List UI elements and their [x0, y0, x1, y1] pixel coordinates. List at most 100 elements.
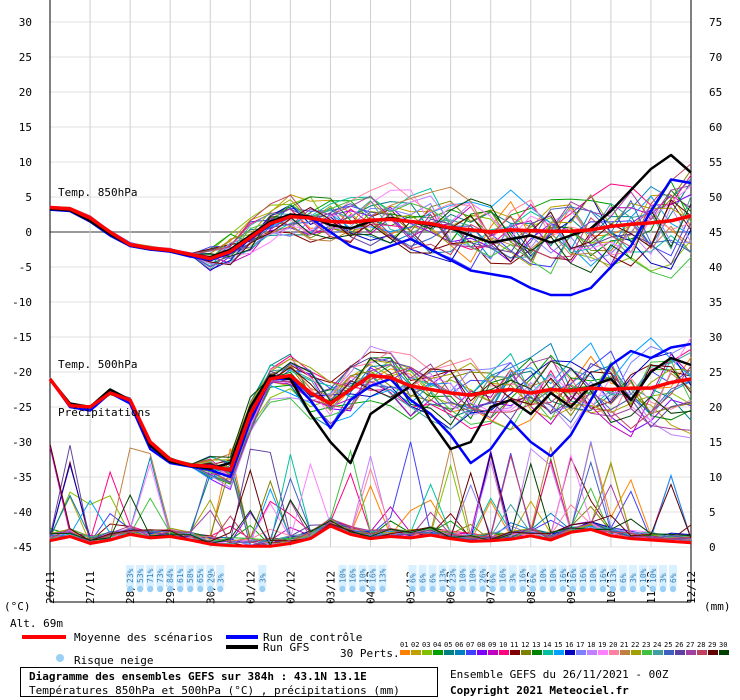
pert-color-swatch [609, 650, 619, 655]
snow-risk-bar [538, 565, 547, 587]
pert-color-swatch [444, 650, 454, 655]
left-tick-label: 30 [19, 16, 32, 29]
snow-risk-pct: 6% [529, 573, 538, 583]
snow-risk-bar [518, 565, 527, 587]
pert-number-label: 10 [499, 641, 507, 649]
snow-risk-bar [588, 565, 597, 587]
snow-risk-pct: 6% [419, 573, 428, 583]
snowflake-icon [197, 585, 204, 593]
copyright: Copyright 2021 Meteociel.fr [450, 684, 629, 697]
pert-color-swatch [488, 650, 498, 655]
legend-mean-label: Moyenne des scénarios [74, 631, 214, 644]
snowflake-icon [479, 585, 486, 593]
altitude-label: Alt. 69m [10, 617, 63, 630]
right-tick-label: 10 [709, 471, 722, 484]
snow-risk-pct: 6% [669, 573, 678, 583]
left-tick-label: 5 [25, 191, 32, 204]
snowflake-icon [529, 585, 536, 593]
snow-risk-bar [408, 565, 417, 587]
snow-risk-bar [668, 565, 677, 587]
pert-color-swatch [411, 650, 421, 655]
snow-risk-pct: 10% [539, 568, 548, 583]
snowflake-icon [156, 585, 164, 593]
left-tick-label: -15 [12, 331, 32, 344]
left-tick-label: 0 [25, 226, 32, 239]
snowflake-icon [669, 585, 677, 593]
pert-number-label: 26 [675, 641, 683, 649]
snowflake-icon [409, 585, 416, 593]
left-tick-label: -10 [12, 296, 32, 309]
series-annotations: Temp. 850hPa Temp. 500hPa Précipitations [58, 186, 151, 419]
snow-risk-bar [578, 565, 587, 587]
snow-risk-pct: 6% [429, 573, 438, 583]
snowflake-icon [489, 585, 496, 593]
right-tick-label: 75 [709, 16, 722, 29]
pert-color-swatch [433, 650, 443, 655]
pert-number-label: 29 [708, 641, 716, 649]
snow-risk-pct: 3% [258, 573, 267, 583]
snow-risk-bar [608, 565, 617, 587]
pert-number-label: 20 [609, 641, 617, 649]
left-axis-ticks: 30 25 20 15 10 5 0 -5 -10 -15 -20 -25 -30 -35 -40 -45 (°… [4, 16, 32, 613]
right-tick-label: 5 [709, 506, 716, 519]
snowflake-icon [519, 585, 526, 593]
right-tick-label: 70 [709, 51, 722, 64]
snowflake-icon [349, 585, 356, 593]
control-run-line [48, 342, 692, 479]
pert-number-label: 11 [510, 641, 518, 649]
snow-risk-pct: 26% [479, 568, 488, 583]
snow-risk-bar [146, 565, 155, 587]
right-axis-unit: (mm) [704, 600, 731, 613]
main-series-lines [48, 153, 692, 548]
snow-risk-bar [528, 565, 537, 587]
run-info: Ensemble GEFS du 26/11/2021 - 00Z [450, 668, 669, 681]
snowflake-icon [136, 585, 144, 593]
t850-label: Temp. 850hPa [58, 186, 137, 199]
snowflake-icon [459, 585, 466, 593]
snowflake-icon [187, 585, 194, 593]
snowflake-icon [207, 585, 214, 593]
snow-risk-bar [136, 565, 145, 587]
snow-risk-pct: 65% [196, 568, 205, 583]
left-tick-label: -45 [12, 541, 32, 554]
perturbation-line-27 [49, 483, 692, 547]
snow-risk-bar [628, 565, 637, 587]
snowflake-icon [339, 585, 346, 593]
pert-color-swatch [400, 650, 410, 655]
snow-risk-bar [508, 565, 517, 587]
snow-risk-bar [378, 565, 387, 587]
x-tick-label: 27/11 [84, 571, 97, 604]
snow-risk-bar [468, 565, 477, 587]
snow-risk-pct: 3% [629, 573, 638, 583]
snow-risk-pct: 10% [549, 568, 558, 583]
right-tick-label: 20 [709, 401, 722, 414]
snowflake-icon [539, 585, 546, 593]
left-tick-label: -35 [12, 471, 32, 484]
perturbation-line-25 [49, 460, 692, 547]
pert-color-swatch [532, 650, 542, 655]
snow-risk-pct: 16% [569, 568, 578, 583]
snow-risk-bar [368, 565, 377, 587]
pert-number-label: 25 [664, 641, 672, 649]
left-axis-unit: (°C) [4, 600, 31, 613]
right-tick-label: 40 [709, 261, 722, 274]
pert-number-label: 27 [686, 641, 694, 649]
left-tick-label: -5 [19, 261, 32, 274]
snow-risk-bar [196, 565, 205, 587]
pert-number-label: 12 [521, 641, 529, 649]
right-tick-label: 15 [709, 436, 722, 449]
pert-color-swatch [499, 650, 509, 655]
right-tick-label: 30 [709, 331, 722, 344]
snow-risk-bar [216, 565, 225, 587]
pert-color-swatch [719, 650, 729, 655]
pert-color-swatch [708, 650, 718, 655]
snowflake-icon [569, 585, 577, 593]
pert-number-label: 28 [697, 641, 705, 649]
snow-risk-pct: 10% [358, 568, 367, 583]
snowflake-icon [449, 585, 456, 593]
x-tick-label: 01/12 [244, 571, 257, 604]
right-tick-label: 45 [709, 226, 722, 239]
snow-risk-pct: 73% [156, 568, 165, 583]
